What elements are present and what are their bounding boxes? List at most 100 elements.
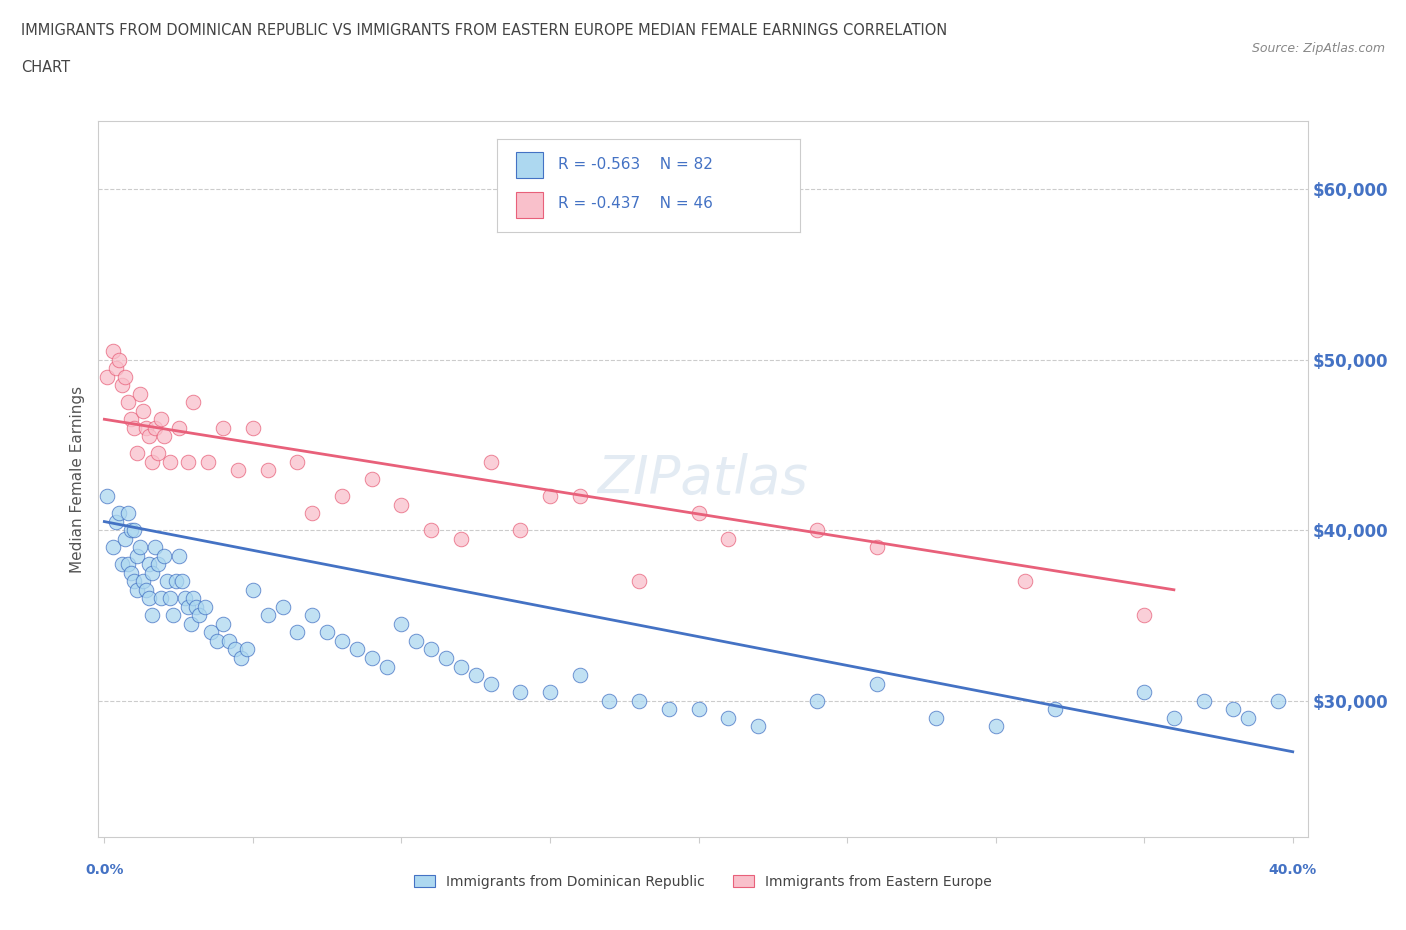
Point [103,539,125,554]
Point [170,574,193,589]
Point [114,369,136,384]
Point [1014,574,1036,589]
Point [180,617,202,631]
Point [450,531,472,546]
Point [138,557,160,572]
Point [509,684,531,699]
Point [236,642,259,657]
Point [186,600,208,615]
Point [360,472,382,486]
Point [628,574,651,589]
Point [717,711,740,725]
Point [188,608,211,623]
Point [747,719,769,734]
Point [866,676,889,691]
Point [391,497,413,512]
Point [688,506,710,521]
Point [538,684,561,699]
Point [152,549,174,564]
Point [152,429,174,444]
Point [183,394,205,409]
Point [159,591,181,605]
Point [1267,693,1289,708]
Point [538,488,561,503]
Point [143,420,166,435]
Point [287,455,309,470]
Point [242,582,264,597]
Point [1163,711,1185,725]
Point [105,514,128,529]
Point [159,455,181,470]
Point [509,523,531,538]
Point [96,369,118,384]
Point [200,625,222,640]
Point [143,539,166,554]
Point [173,591,195,605]
Point [717,531,740,546]
Point [224,642,246,657]
Point [479,455,502,470]
Point [1133,608,1156,623]
Point [391,617,413,631]
Point [568,668,591,683]
Text: ZIPatlas: ZIPatlas [598,453,808,505]
Point [1237,711,1260,725]
Text: 40.0%: 40.0% [1268,863,1317,877]
Point [146,446,169,461]
Point [132,574,155,589]
Point [866,539,889,554]
Point [122,574,145,589]
Point [1222,702,1244,717]
Point [111,378,134,392]
Point [464,668,486,683]
Point [375,659,398,674]
Point [212,617,235,631]
Point [162,608,184,623]
Point [330,488,353,503]
Point [197,455,219,470]
Point [434,651,457,666]
Point [149,591,172,605]
Point [229,651,252,666]
Point [316,625,339,640]
Point [125,446,148,461]
Point [141,565,163,580]
Text: 0.0%: 0.0% [86,863,124,877]
Point [256,463,278,478]
Point [114,531,136,546]
Point [125,582,148,597]
Point [108,352,131,367]
Point [111,557,134,572]
Point [122,420,145,435]
Point [806,523,828,538]
Point [479,676,502,691]
Point [149,412,172,427]
Point [360,651,382,666]
Point [226,463,249,478]
Point [146,557,169,572]
Text: IMMIGRANTS FROM DOMINICAN REPUBLIC VS IMMIGRANTS FROM EASTERN EUROPE MEDIAN FEMA: IMMIGRANTS FROM DOMINICAN REPUBLIC VS IM… [21,23,948,38]
Point [194,600,217,615]
Point [120,412,142,427]
Point [120,565,142,580]
Text: Source: ZipAtlas.com: Source: ZipAtlas.com [1251,42,1385,55]
Point [176,455,198,470]
Point [176,600,198,615]
Point [135,420,157,435]
Point [117,394,139,409]
Point [984,719,1007,734]
Point [138,591,160,605]
Point [120,523,142,538]
Point [212,420,235,435]
Point [242,420,264,435]
Point [405,633,427,648]
Text: CHART: CHART [21,60,70,75]
Point [420,642,443,657]
Point [450,659,472,674]
Point [420,523,443,538]
Point [301,608,323,623]
Point [167,420,190,435]
Point [1133,684,1156,699]
Point [122,523,145,538]
Point [207,633,229,648]
